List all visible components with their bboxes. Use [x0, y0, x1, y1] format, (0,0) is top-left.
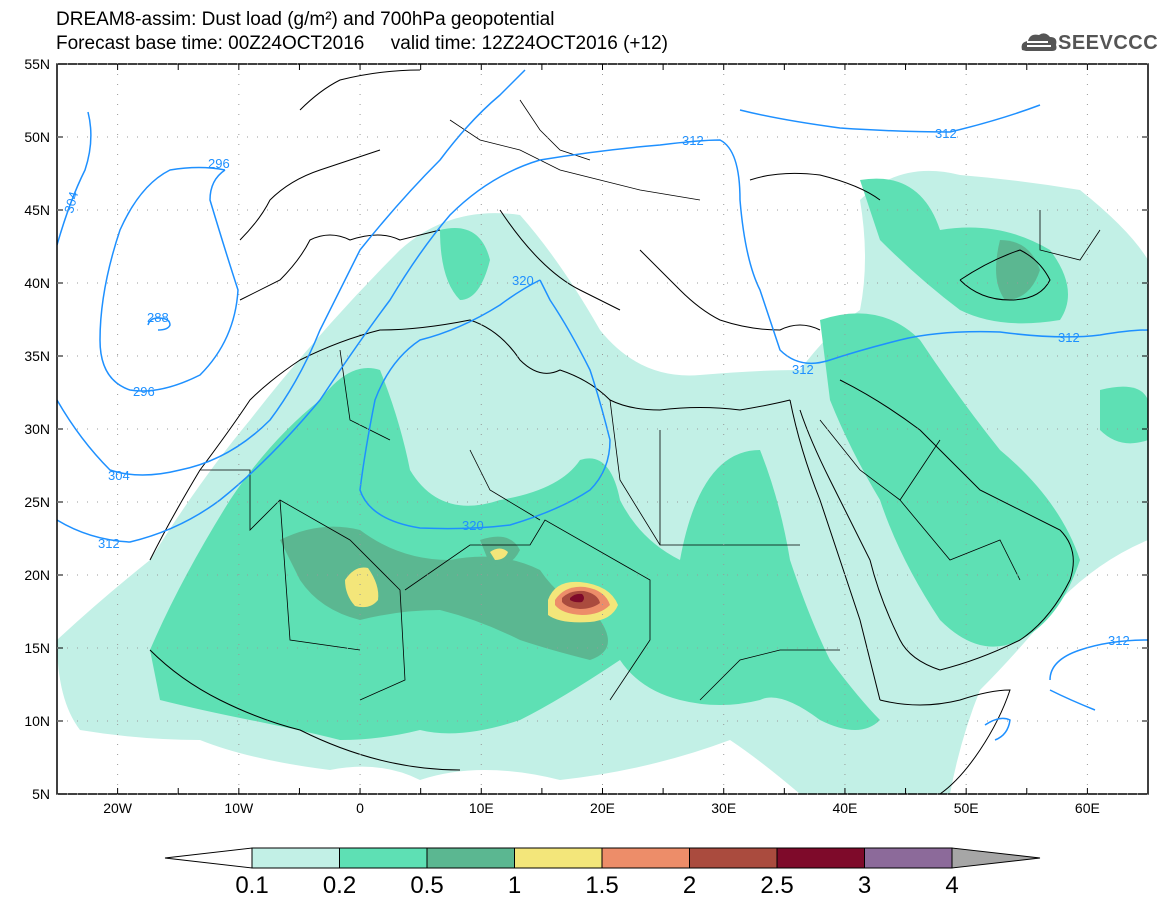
chart-title: DREAM8-assim: Dust load (g/m²) and 700hP… [56, 9, 555, 30]
colorbar-segment [601, 847, 690, 869]
colorbar-segment [689, 847, 778, 869]
colorbar-segment [426, 847, 515, 869]
colorbar-segment [776, 847, 865, 869]
latitude-label: 15N [24, 640, 50, 656]
latitude-label: 40N [24, 275, 50, 291]
colorbar-label: 4 [945, 872, 958, 899]
colorbar-label: 1.5 [585, 872, 618, 899]
longitude-label: 50E [954, 800, 979, 816]
colorbar-label: 3 [858, 872, 871, 899]
longitude-label: 0 [356, 800, 364, 816]
dust-shading [57, 170, 1148, 794]
contour-label-312-europe: 312 [682, 133, 704, 148]
longitude-label: 40E [832, 800, 857, 816]
contour-label-312-west: 312 [98, 536, 120, 551]
colorbar-segment [864, 847, 953, 869]
contour-label-304-west: 304 [61, 190, 81, 215]
contour-label-296-west: 296 [208, 156, 230, 171]
latitude-label: 35N [24, 348, 50, 364]
latitude-label: 45N [24, 202, 50, 218]
contour-304 [57, 69, 526, 476]
dust-band-1 [345, 567, 379, 608]
latitude-label: 30N [24, 421, 50, 437]
dust-band-0.5 [280, 526, 608, 660]
dust-band-2.5 [570, 593, 584, 603]
contour-312-arabian [1049, 639, 1148, 681]
colorbar-segment [251, 847, 340, 869]
latitude-label: 5N [32, 786, 50, 802]
contour-312-southeast [1049, 689, 1096, 711]
contour-label-312-iran: 312 [1058, 330, 1080, 345]
contour-312-horn [984, 717, 1011, 741]
geopotential-contours [57, 69, 1148, 741]
chart-subtitle-times: Forecast base time: 00Z24OCT2016 valid t… [56, 33, 668, 54]
latitude-label: 50N [24, 129, 50, 145]
contour-304-west [57, 111, 92, 246]
longitude-label: 10W [224, 800, 254, 816]
colorbar-segment [164, 847, 253, 869]
latitude-label: 10N [24, 713, 50, 729]
latitude-label: 25N [24, 494, 50, 510]
contour-288 [147, 317, 171, 331]
colorbar-segment [514, 847, 603, 869]
contour-label-312-levant: 312 [792, 362, 814, 377]
contour-312-north [739, 104, 1041, 133]
longitude-label: 30E [711, 800, 736, 816]
contour-312 [57, 139, 1148, 543]
coastlines [149, 69, 1074, 794]
longitude-label: 10E [469, 800, 494, 816]
contour-296-west [99, 166, 239, 392]
country-borders [200, 99, 1101, 701]
latitude-label: 55N [24, 56, 50, 72]
seevccc-logo-text: SEEVCCC [1058, 32, 1159, 54]
contour-label-320-south: 320 [462, 518, 484, 533]
contour-label-320-north: 320 [512, 273, 534, 288]
colorbar-label: 0.2 [323, 872, 356, 899]
colorbar-segment [339, 847, 428, 869]
colorbar: 0.1 0.2 0.5 1 1.5 2 2.5 3 4 [164, 847, 1041, 899]
colorbar-label: 0.1 [235, 872, 268, 899]
latitude-label: 20N [24, 567, 50, 583]
colorbar-label: 2 [683, 872, 696, 899]
contour-label-312-arabian-sea: 312 [1108, 633, 1130, 648]
longitude-label: 60E [1075, 800, 1100, 816]
longitude-label: 20W [103, 800, 133, 816]
contour-label-312-caucasus: 312 [935, 126, 957, 141]
contour-label-304-south: 304 [108, 468, 130, 483]
colorbar-label: 0.5 [410, 872, 443, 899]
contour-label-296-south: 296 [133, 384, 155, 399]
longitude-axis: 20W 10W 0 10E 20E 30E 40E 50E 60E [56, 64, 1149, 816]
longitude-label: 20E [590, 800, 615, 816]
contour-label-288: 288 [147, 310, 169, 325]
colorbar-label: 2.5 [760, 872, 793, 899]
contour-320 [359, 279, 611, 530]
seevccc-logo-icon [1021, 33, 1057, 51]
contour-labels: 304 296 288 296 304 312 320 312 312 320 … [61, 126, 1130, 648]
colorbar-label: 1 [508, 872, 521, 899]
latitude-axis: 55N 50N 45N 40N 35N 30N 25N 20N 15N 10N 5N [24, 56, 1148, 802]
colorbar-segment [951, 847, 1041, 869]
